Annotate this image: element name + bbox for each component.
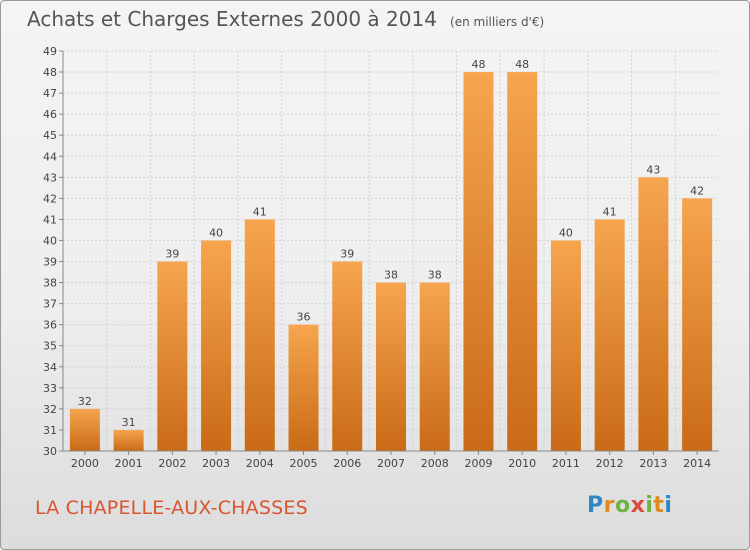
y-tick-label: 42: [43, 192, 57, 205]
commune-name: LA CHAPELLE-AUX-CHASSES: [35, 497, 308, 519]
y-tick-label: 40: [43, 234, 57, 247]
bar-value-label: 41: [603, 205, 617, 218]
bars: 32 31 39 40 41 36 39 38 38 48 48 40 41 43 42: [69, 58, 713, 451]
logo-letter: r: [603, 493, 615, 518]
bar: [594, 219, 625, 451]
bar-value-label: 42: [690, 184, 704, 197]
logo-letter: i: [645, 493, 654, 518]
bar: [376, 282, 406, 451]
y-tick-label: 33: [43, 382, 57, 395]
y-tick-label: 34: [43, 361, 57, 374]
y-tick-label: 31: [43, 424, 57, 437]
bar: [288, 324, 319, 451]
logo-letter: i: [664, 493, 673, 518]
chart-subtitle: (en milliers d'€): [450, 15, 545, 29]
y-tick-label: 39: [43, 256, 57, 269]
bar: [69, 408, 100, 451]
y-tick-label: 48: [43, 66, 57, 79]
bar: [682, 198, 713, 451]
bar: [201, 240, 232, 451]
proxiti-logo[interactable]: Proxiti: [587, 493, 672, 518]
x-tick-label: 2001: [115, 457, 143, 470]
bar: [507, 72, 538, 451]
x-tick-label: 2000: [71, 457, 99, 470]
bar: [157, 261, 188, 451]
logo-letter: P: [587, 493, 604, 518]
bar: [550, 240, 581, 451]
bar-value-label: 43: [646, 163, 660, 176]
y-tick-label: 41: [43, 213, 57, 226]
y-tick-label: 38: [43, 277, 57, 290]
logo-letter: x: [630, 493, 646, 518]
x-tick-label: 2008: [421, 457, 449, 470]
y-tick-label: 35: [43, 340, 57, 353]
bar-value-label: 31: [122, 416, 136, 429]
x-tick-label: 2009: [464, 457, 492, 470]
title-block: Achats et Charges Externes 2000 à 2014 (…: [27, 7, 544, 31]
x-tick-label: 2005: [290, 457, 318, 470]
x-tick-label: 2013: [639, 457, 667, 470]
x-tick-label: 2006: [333, 457, 361, 470]
y-tick-label: 36: [43, 319, 57, 332]
bar-value-label: 38: [428, 269, 442, 282]
y-tick-label: 32: [43, 403, 57, 416]
x-tick-label: 2012: [596, 457, 624, 470]
chart-title: Achats et Charges Externes 2000 à 2014: [27, 7, 437, 31]
x-tick-label: 2010: [508, 457, 536, 470]
bar: [419, 282, 450, 451]
y-tick-label: 45: [43, 129, 57, 142]
bar: [638, 177, 669, 451]
bar-value-label: 38: [384, 269, 398, 282]
x-tick-label: 2014: [683, 457, 711, 470]
logo-letter: t: [653, 493, 665, 518]
bar-value-label: 48: [471, 58, 485, 71]
y-tick-label: 43: [43, 171, 57, 184]
y-tick-label: 37: [43, 298, 57, 311]
bar-value-label: 39: [165, 248, 179, 261]
bar-value-label: 41: [253, 205, 267, 218]
x-tick-label: 2002: [158, 457, 186, 470]
bar: [113, 429, 144, 451]
x-tick-label: 2011: [552, 457, 580, 470]
y-tick-label: 47: [43, 87, 57, 100]
y-tick-label: 46: [43, 108, 57, 121]
x-tick-label: 2004: [246, 457, 274, 470]
logo-letter: o: [614, 493, 631, 518]
bar-value-label: 36: [297, 311, 311, 324]
x-tick-label: 2007: [377, 457, 405, 470]
y-tick-label: 30: [43, 445, 57, 458]
bar-value-label: 40: [559, 226, 573, 239]
bar-value-label: 32: [78, 395, 92, 408]
bar: [332, 261, 363, 451]
bar-value-label: 40: [209, 226, 223, 239]
bar: [244, 219, 275, 451]
y-tick-label: 44: [43, 150, 57, 163]
x-tick-label: 2003: [202, 457, 230, 470]
bar-value-label: 48: [515, 58, 529, 71]
bar: [463, 72, 494, 451]
y-tick-label: 49: [43, 45, 57, 58]
axes: 30 31 32 33 34 35 36 37 38 39 40 41 42 43 44 45 46 47 48 49…: [43, 45, 719, 470]
bar-value-label: 39: [340, 248, 354, 261]
